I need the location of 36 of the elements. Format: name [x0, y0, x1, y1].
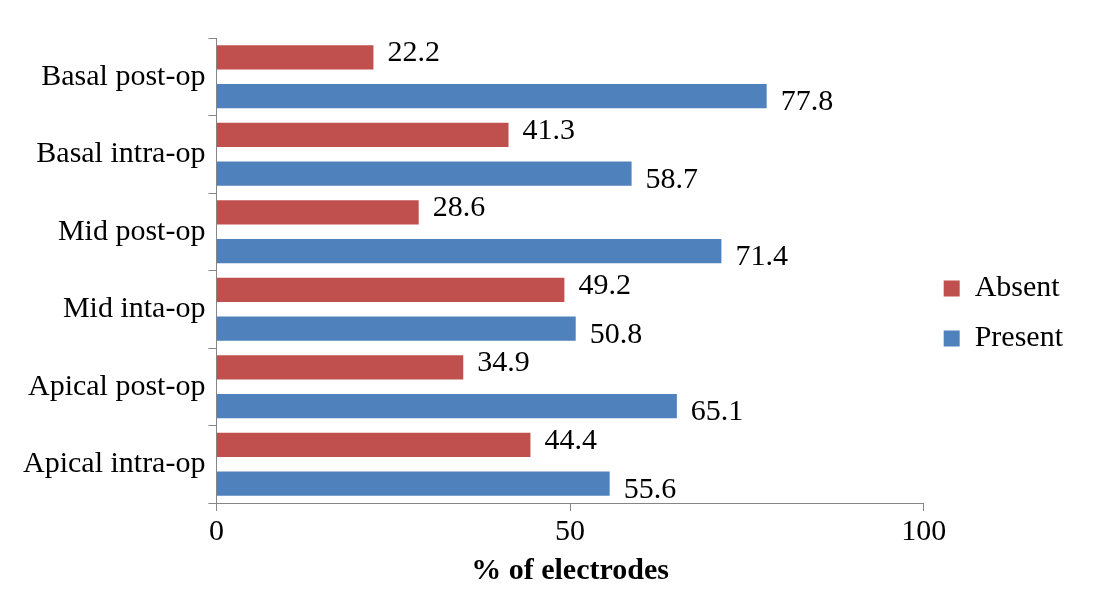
data-label: 50.8: [589, 315, 643, 349]
data-label: 34.9: [477, 344, 530, 378]
data-label: 49.2: [578, 266, 631, 300]
y-tick-label: Mid inta-op: [62, 290, 206, 324]
data-label: 44.4: [544, 421, 597, 455]
y-tick-label: Basal intra-op: [36, 135, 206, 169]
data-label: 28.6: [432, 189, 486, 223]
bar: [216, 200, 419, 225]
bar: [216, 471, 610, 496]
data-label: 77.8: [780, 83, 834, 116]
bar: [216, 45, 374, 70]
x-axis-title: % of electrodes: [471, 551, 669, 585]
x-tick-label: 100: [901, 512, 947, 546]
bar: [216, 432, 531, 457]
bar: [216, 394, 677, 419]
y-tick-label: Apical post-op: [27, 367, 206, 401]
x-tick-label: 50: [555, 512, 586, 546]
y-tick-label: Mid post-op: [57, 212, 206, 246]
bar: [216, 355, 464, 380]
data-label: 65.1: [690, 393, 744, 426]
legend-label: Absent: [974, 269, 1061, 303]
y-tick-label: Apical intra-op: [22, 445, 206, 479]
data-label: 55.6: [623, 470, 677, 504]
bar: [216, 277, 565, 302]
bar: [216, 122, 509, 147]
data-label: 41.3: [522, 111, 576, 145]
bar: [216, 239, 722, 264]
data-label: 58.7: [645, 160, 699, 194]
bar: [216, 316, 576, 341]
y-tick-label: Basal post-op: [41, 57, 206, 91]
bar: [216, 84, 767, 109]
data-label: 22.2: [387, 34, 440, 68]
bar: [216, 161, 632, 186]
data-label: 71.4: [735, 238, 788, 271]
x-tick-label: 0: [208, 512, 224, 546]
legend-label: Present: [974, 319, 1064, 353]
